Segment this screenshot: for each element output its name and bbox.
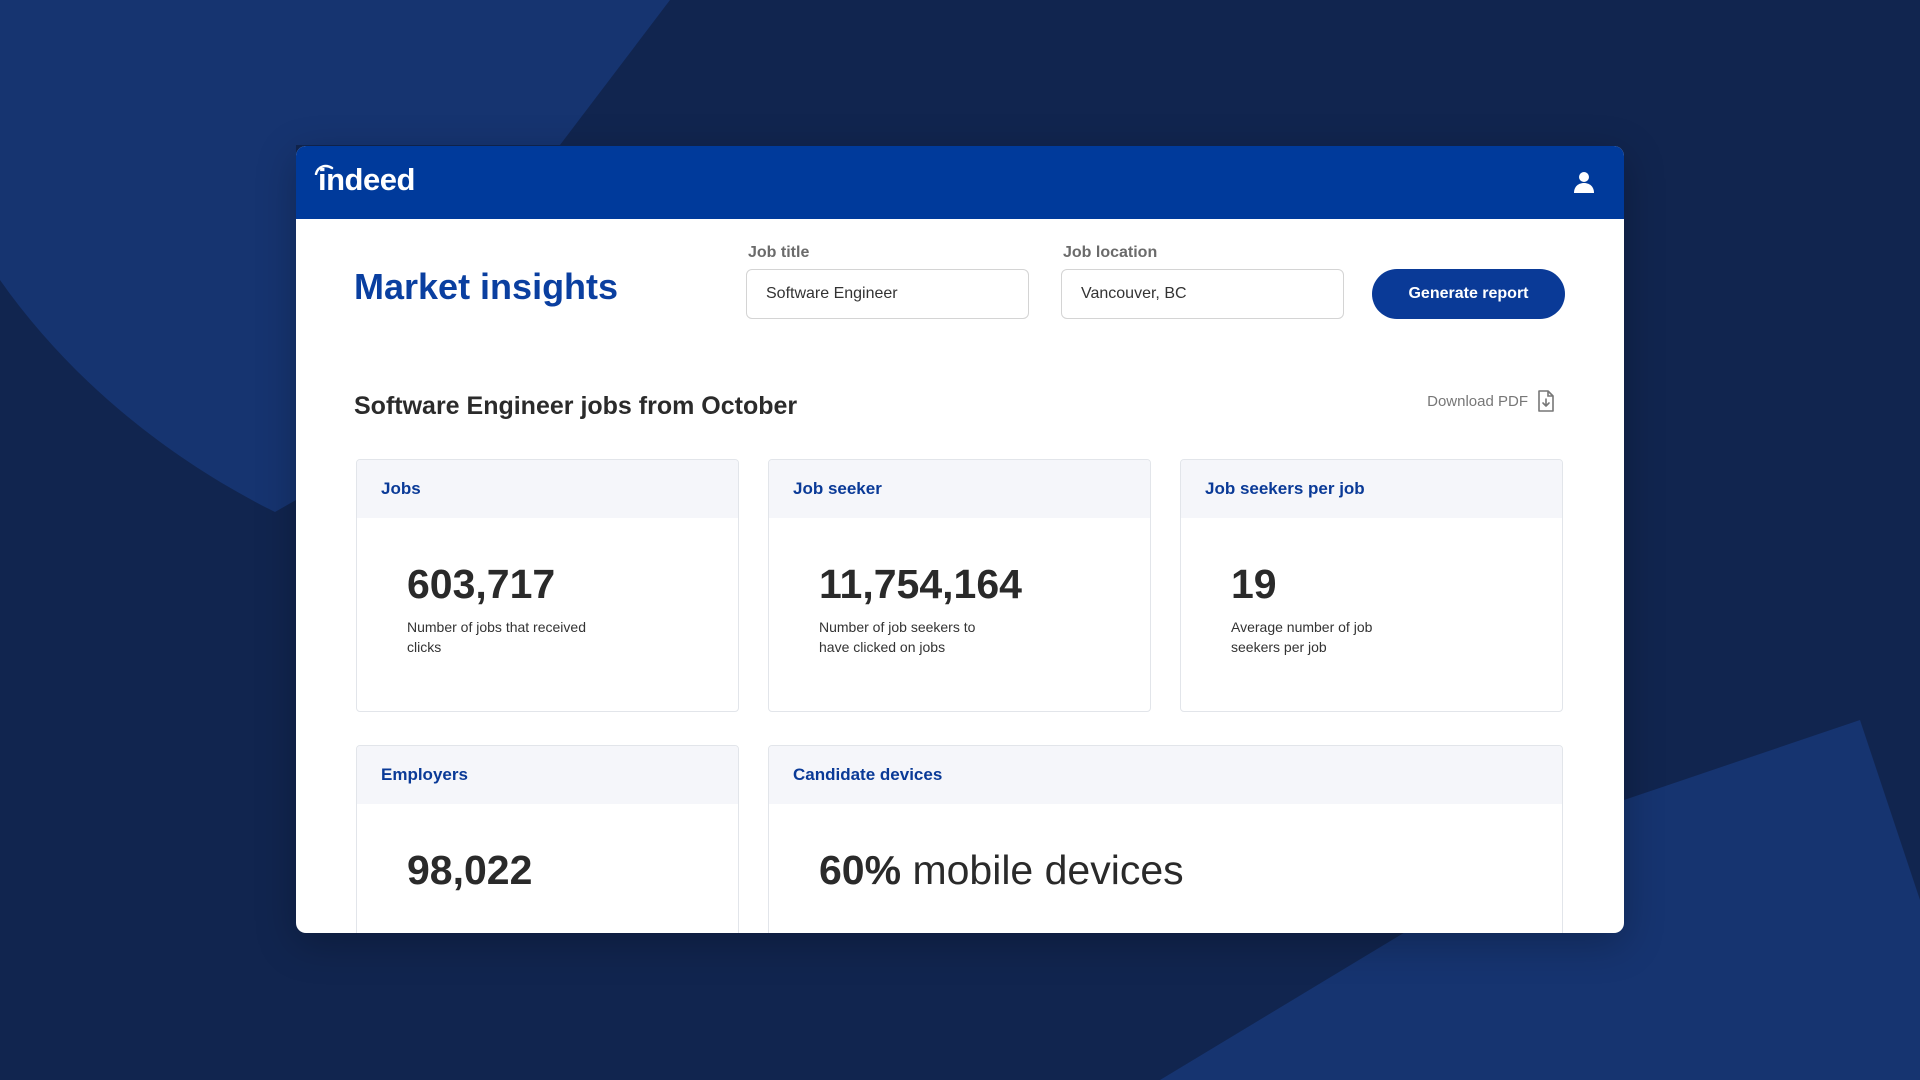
per-job-description: Average number of job seekers per job bbox=[1231, 619, 1373, 655]
card-title: Candidate devices bbox=[769, 746, 1562, 804]
job-seekers-per-job-card: Job seekers per job 19 Average number of… bbox=[1180, 459, 1563, 712]
card-title: Jobs bbox=[357, 460, 738, 518]
jobs-card: Jobs 603,717 Number of jobs that receive… bbox=[356, 459, 739, 712]
generate-report-button[interactable]: Generate report bbox=[1372, 269, 1565, 319]
per-job-value: 19 bbox=[1231, 561, 1277, 607]
job-title-label: Job title bbox=[748, 244, 810, 261]
job-seeker-value: 11,754,164 bbox=[819, 561, 1022, 607]
job-seeker-card: Job seeker 11,754,164 Number of job seek… bbox=[768, 459, 1151, 712]
download-pdf-link[interactable]: Download PDF bbox=[1427, 390, 1556, 412]
job-location-label: Job location bbox=[1063, 244, 1158, 261]
card-title: Job seekers per job bbox=[1181, 460, 1562, 518]
job-location-input[interactable]: Vancouver, BC bbox=[1061, 269, 1344, 319]
job-title-input[interactable]: Software Engineer bbox=[746, 269, 1029, 319]
pdf-download-icon bbox=[1538, 390, 1554, 412]
devices-percent: 60% bbox=[819, 847, 902, 893]
jobs-description: Number of jobs that received clicks bbox=[407, 619, 586, 655]
results-heading: Software Engineer jobs from October bbox=[354, 392, 797, 421]
devices-suffix: mobile devices bbox=[901, 847, 1184, 893]
devices-value: 60% mobile devices bbox=[819, 847, 1184, 894]
heading-month: October bbox=[701, 392, 798, 420]
job-seeker-description: Number of job seekers to have clicked on… bbox=[819, 619, 976, 655]
employers-card: Employers 98,022 bbox=[356, 745, 739, 933]
employers-value: 98,022 bbox=[407, 847, 533, 893]
page-title: Market insights bbox=[354, 266, 619, 307]
candidate-devices-card: Candidate devices 60% mobile devices bbox=[768, 745, 1563, 933]
heading-mid-text: jobs from bbox=[573, 392, 702, 420]
main-content: Market insights Job title Software Engin… bbox=[296, 219, 1624, 933]
heading-job-title: Software Engineer bbox=[354, 392, 574, 420]
card-title: Job seeker bbox=[769, 460, 1150, 518]
user-icon[interactable] bbox=[1572, 170, 1596, 194]
top-nav-bar: indeed bbox=[296, 146, 1624, 219]
card-title: Employers bbox=[357, 746, 738, 804]
app-window: indeed Market insights Job title Softwar… bbox=[296, 146, 1624, 933]
jobs-value: 603,717 bbox=[407, 561, 556, 607]
download-pdf-label: Download PDF bbox=[1427, 392, 1528, 410]
indeed-logo[interactable]: indeed bbox=[318, 162, 415, 197]
indeed-logo-arc bbox=[314, 164, 334, 175]
